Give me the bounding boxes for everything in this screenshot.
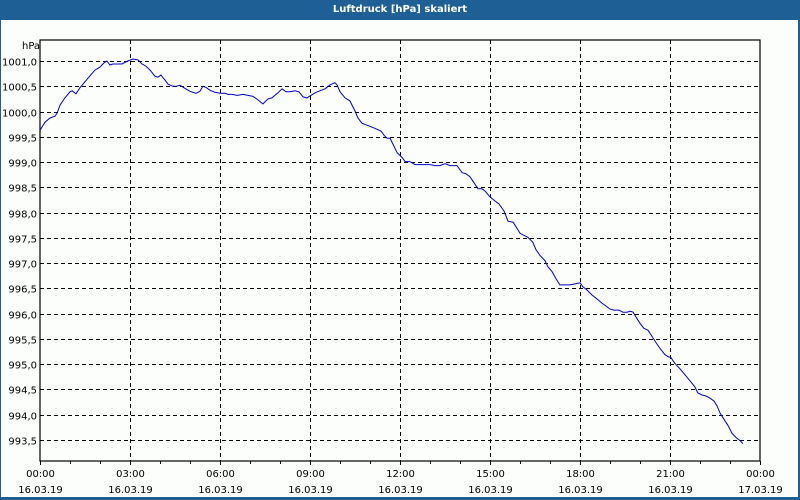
y-axis-ticks: 1001,0 1000,5 1000,0 999,5 999,0 998,5 998,0 99…	[2, 58, 37, 448]
y-tick-label: 1001,0	[2, 58, 37, 69]
y-tick-label: 994,5	[8, 386, 37, 397]
y-tick-label: 993,5	[8, 437, 37, 448]
y-tick-label: 999,5	[8, 134, 37, 145]
y-tick-label: 996,0	[8, 311, 37, 322]
x-tick-date: 16.03.19	[288, 485, 333, 496]
y-tick-label: 996,5	[8, 285, 37, 296]
chart-grid	[40, 40, 760, 461]
x-tick-time: 21:00	[656, 469, 685, 480]
x-axis-ticks: 00:00 16.03.19 03:00 16.03.19 06:00 16.03.19 0…	[18, 461, 783, 496]
chart-panel	[1, 20, 798, 497]
y-tick-label: 1000,5	[2, 83, 37, 94]
x-tick-date: 16.03.19	[648, 485, 693, 496]
y-tick-label: 997,0	[8, 260, 37, 271]
x-tick-time: 00:00	[746, 469, 775, 480]
x-tick-time: 18:00	[566, 469, 595, 480]
pressure-series-line	[39, 58, 744, 444]
x-tick-date: 16.03.19	[18, 485, 63, 496]
y-axis-unit-label: hPa	[22, 41, 40, 52]
y-tick-label: 998,0	[8, 210, 37, 221]
x-tick-time: 12:00	[386, 469, 415, 480]
window-title: Luftdruck [hPa] skaliert	[0, 0, 800, 20]
y-tick-label: 998,5	[8, 184, 37, 195]
x-tick-time: 15:00	[476, 469, 505, 480]
x-tick-time: 03:00	[116, 469, 145, 480]
x-tick-time: 00:00	[26, 469, 55, 480]
y-tick-label: 999,0	[8, 159, 37, 170]
y-tick-label: 994,0	[8, 412, 37, 423]
x-tick-date: 16.03.19	[468, 485, 513, 496]
y-tick-label: 1000,0	[2, 109, 37, 120]
x-tick-date: 16.03.19	[198, 485, 243, 496]
x-tick-date: 16.03.19	[108, 485, 153, 496]
x-tick-date: 16.03.19	[558, 485, 603, 496]
plot-frame	[39, 39, 761, 462]
y-tick-label: 997,5	[8, 235, 37, 246]
y-tick-label: 995,5	[8, 336, 37, 347]
x-tick-time: 09:00	[296, 469, 325, 480]
y-tick-label: 995,0	[8, 361, 37, 372]
x-tick-date: 16.03.19	[378, 485, 423, 496]
x-tick-date: 17.03.19	[738, 485, 783, 496]
x-tick-time: 06:00	[206, 469, 235, 480]
